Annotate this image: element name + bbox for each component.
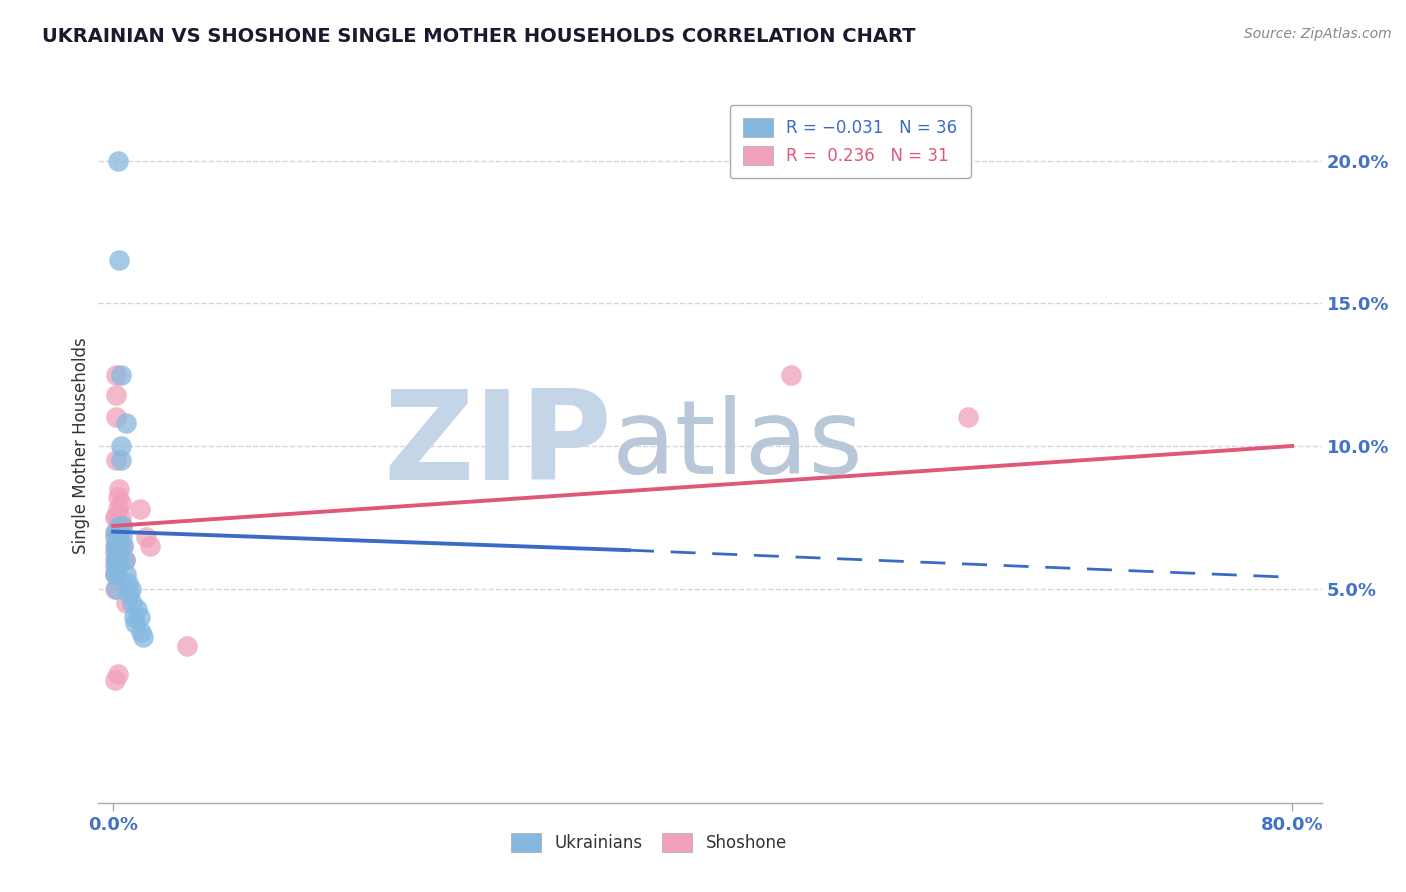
Point — [124, 615, 146, 630]
Point — [115, 596, 138, 610]
Point — [108, 482, 131, 496]
Point — [104, 567, 127, 582]
Point — [128, 501, 150, 516]
Point — [105, 553, 128, 567]
Point — [121, 596, 143, 610]
Text: Source: ZipAtlas.com: Source: ZipAtlas.com — [1244, 27, 1392, 41]
Point — [105, 567, 128, 582]
Point — [120, 582, 142, 596]
Point — [105, 539, 128, 553]
Point — [107, 544, 129, 558]
Point — [112, 539, 135, 553]
Point — [104, 673, 127, 687]
Point — [104, 553, 127, 567]
Point — [107, 667, 129, 681]
Point — [108, 253, 131, 268]
Point — [956, 410, 979, 425]
Point — [107, 153, 129, 168]
Point — [139, 539, 162, 553]
Point — [110, 453, 132, 467]
Point — [114, 553, 136, 567]
Point — [105, 524, 128, 539]
Point — [107, 524, 129, 539]
Point — [107, 491, 129, 505]
Point — [110, 439, 132, 453]
Point — [105, 510, 128, 524]
Point — [111, 519, 134, 533]
Text: UKRAINIAN VS SHOSHONE SINGLE MOTHER HOUSEHOLDS CORRELATION CHART: UKRAINIAN VS SHOSHONE SINGLE MOTHER HOUS… — [42, 27, 915, 45]
Point — [105, 539, 128, 553]
Y-axis label: Single Mother Households: Single Mother Households — [72, 338, 90, 554]
Point — [114, 553, 136, 567]
Point — [105, 368, 128, 382]
Text: atlas: atlas — [612, 395, 863, 497]
Point — [111, 530, 134, 544]
Point — [128, 610, 150, 624]
Point — [125, 601, 148, 615]
Point — [105, 453, 128, 467]
Point — [108, 519, 131, 533]
Point — [135, 530, 157, 544]
Point — [131, 630, 153, 644]
Point — [107, 501, 129, 516]
Point — [112, 539, 135, 553]
Point — [110, 510, 132, 524]
Point — [104, 544, 127, 558]
Point — [105, 387, 128, 401]
Point — [110, 368, 132, 382]
Legend: Ukrainians, Shoshone: Ukrainians, Shoshone — [505, 826, 793, 859]
Point — [108, 539, 131, 553]
Point — [118, 587, 141, 601]
Point — [104, 539, 127, 553]
Point — [104, 510, 127, 524]
Point — [176, 639, 198, 653]
Point — [117, 576, 139, 591]
Point — [105, 410, 128, 425]
Point — [122, 610, 145, 624]
Point — [115, 416, 138, 430]
Point — [105, 582, 128, 596]
Point — [107, 558, 129, 573]
Point — [104, 582, 127, 596]
Point — [108, 530, 131, 544]
Point — [104, 524, 127, 539]
Point — [104, 567, 127, 582]
Point — [115, 567, 138, 582]
Text: ZIP: ZIP — [384, 385, 612, 507]
Point — [129, 624, 152, 639]
Point — [111, 519, 134, 533]
Point — [107, 530, 129, 544]
Point — [110, 496, 132, 510]
Point — [104, 558, 127, 573]
Point — [108, 553, 131, 567]
Point — [104, 530, 127, 544]
Point — [780, 368, 803, 382]
